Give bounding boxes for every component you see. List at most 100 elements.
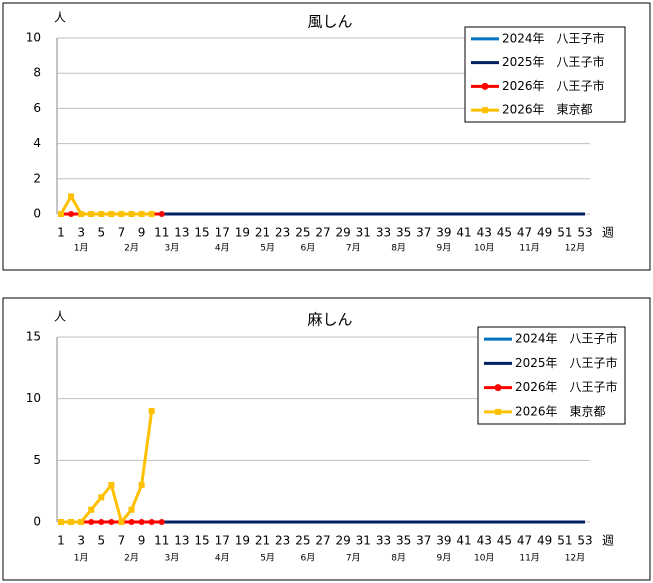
x-tick-label: 3 — [77, 226, 85, 240]
x-tick-label: 45 — [497, 534, 512, 548]
month-label: 5月 — [260, 243, 275, 254]
x-tick-label: 45 — [497, 226, 512, 240]
month-label: 2月 — [124, 243, 139, 254]
point — [68, 519, 75, 525]
x-tick-label: 13 — [174, 534, 189, 548]
x-tick-label: 39 — [436, 534, 451, 548]
month-label: 5月 — [260, 553, 275, 564]
point — [148, 211, 155, 217]
x-tick-label: 23 — [275, 534, 290, 548]
x-tick-label: 39 — [436, 226, 451, 240]
x-tick-label: 23 — [275, 226, 290, 240]
y-tick-label: 15 — [26, 330, 41, 344]
x-tick-label: 49 — [537, 534, 552, 548]
x-tick-label: 33 — [376, 534, 391, 548]
x-tick-label: 25 — [295, 226, 310, 240]
y-tick-label: 5 — [33, 453, 41, 467]
month-label: 8月 — [391, 553, 406, 564]
y-tick-label: 10 — [26, 391, 41, 405]
y-tick-label: 10 — [26, 31, 41, 45]
x-tick-label: 31 — [356, 534, 371, 548]
legend-label: 2026年 八王子市 — [502, 78, 605, 93]
x-tick-label: 53 — [577, 534, 592, 548]
point — [58, 211, 64, 217]
legend-marker — [495, 408, 501, 415]
point — [98, 519, 105, 525]
x-tick-label: 9 — [138, 226, 146, 240]
y-unit: 人 — [54, 11, 66, 25]
x-tick-label: 3 — [77, 534, 85, 548]
point — [128, 211, 135, 217]
month-label: 11月 — [519, 553, 539, 564]
point — [88, 211, 95, 217]
point — [138, 519, 145, 525]
legend-marker — [481, 82, 489, 90]
legend-marker — [494, 384, 502, 392]
point — [138, 482, 145, 488]
x-tick-label: 29 — [336, 534, 351, 548]
x-tick-label: 35 — [396, 226, 411, 240]
month-label: 10月 — [474, 553, 494, 564]
legend-label: 2026年 東京都 — [502, 103, 593, 117]
series-line — [59, 194, 152, 216]
month-label: 4月 — [215, 243, 230, 254]
point — [68, 193, 75, 200]
point — [68, 211, 75, 217]
legend-label: 2024年 八王子市 — [515, 331, 618, 346]
point — [148, 519, 155, 525]
point — [88, 506, 95, 513]
x-tick-label: 11 — [154, 534, 169, 548]
x-tick-label: 37 — [416, 534, 431, 548]
x-tick-label: 1 — [57, 534, 65, 548]
x-tick-label: 37 — [416, 226, 431, 240]
x-tick-label: 21 — [255, 226, 270, 240]
x-tick-label: 17 — [215, 534, 230, 548]
month-label: 9月 — [437, 553, 452, 564]
point — [128, 506, 135, 513]
chart-title: 風しん — [307, 13, 352, 31]
y-tick-label: 4 — [33, 136, 41, 150]
x-tick-label: 27 — [315, 226, 330, 240]
x-tick-label: 19 — [235, 534, 250, 548]
x-tick-label: 11 — [154, 226, 169, 240]
point — [118, 211, 125, 217]
x-tick-label: 47 — [517, 534, 532, 548]
legend-marker — [482, 107, 488, 114]
point — [148, 408, 155, 414]
x-tick-label: 33 — [376, 226, 391, 240]
y-tick-label: 0 — [33, 515, 41, 529]
month-label: 8月 — [391, 243, 406, 254]
x-tick-label: 25 — [295, 534, 310, 548]
point — [98, 494, 105, 501]
y-tick-label: 2 — [33, 171, 41, 185]
x-tick-label: 9 — [138, 534, 146, 548]
month-label: 2月 — [124, 553, 139, 564]
legend-label: 2025年 八王子市 — [515, 355, 618, 370]
x-tick-label: 17 — [215, 226, 230, 240]
month-label: 7月 — [346, 243, 361, 254]
x-tick-label: 53 — [577, 226, 592, 240]
month-label: 6月 — [301, 553, 316, 564]
month-label: 12月 — [565, 243, 585, 254]
x-tick-label: 35 — [396, 534, 411, 548]
x-tick-label: 27 — [315, 534, 330, 548]
x-tick-label: 31 — [356, 226, 371, 240]
x-tick-label: 19 — [235, 226, 250, 240]
x-tick-label: 1 — [57, 226, 65, 240]
point — [108, 211, 115, 217]
month-label: 6月 — [301, 243, 316, 254]
x-tick-label: 7 — [118, 534, 126, 548]
legend-label: 2026年 東京都 — [515, 404, 606, 418]
x-tick-label: 15 — [194, 226, 209, 240]
x-tick-label: 47 — [517, 226, 532, 240]
y-tick-label: 6 — [33, 101, 41, 115]
month-label: 3月 — [164, 553, 179, 564]
point — [108, 519, 115, 525]
x-tick-label: 21 — [255, 534, 270, 548]
x-tick-label: 41 — [456, 534, 471, 548]
legend-box — [477, 326, 626, 425]
month-label: 11月 — [519, 243, 539, 254]
month-label: 9月 — [437, 243, 452, 254]
